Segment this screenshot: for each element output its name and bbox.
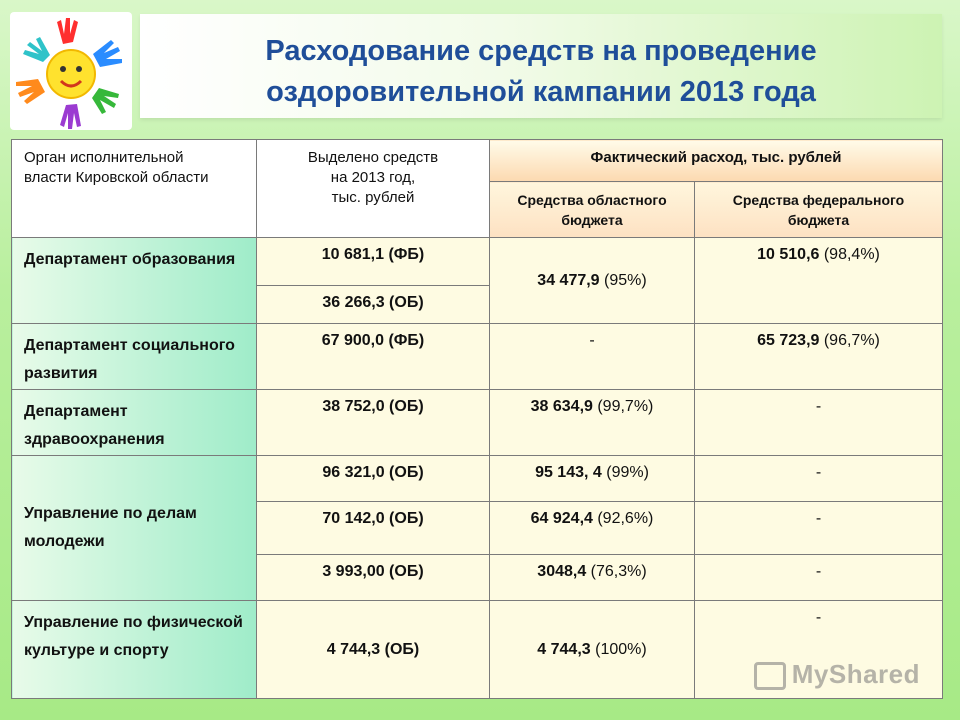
youth-regional-2-value: 64 924,4: [530, 510, 593, 527]
health-regional-pct: (99,7%): [592, 398, 654, 415]
watermark-icon: [753, 662, 786, 690]
edu-federal-pct: (98,4%): [819, 246, 880, 263]
edu-federal: 10 510,6 (98,4%): [694, 237, 943, 324]
sport-regional-value: 4 744,3: [537, 640, 591, 658]
page-title: Расходование средств на проведение оздор…: [140, 31, 942, 113]
edu-allocated-ob: 36 266,3 (ОБ): [256, 285, 490, 324]
edu-federal-value: 10 510,6: [757, 246, 820, 263]
youth-regional-1: 95 143, 4 (99%): [489, 455, 695, 502]
social-allocated: 67 900,0 (ФБ): [256, 323, 490, 390]
org-health: Департамент здравоохранения: [11, 389, 257, 456]
youth-regional-2-pct: (92,6%): [592, 510, 654, 527]
youth-regional-3-pct: (76,3%): [586, 563, 647, 580]
header-authority-label: Орган исполнительной власти Кировской об…: [24, 149, 209, 186]
title-banner: Расходование средств на проведение оздор…: [140, 14, 942, 118]
social-regional: -: [489, 323, 695, 390]
youth-regional-3-value: 3048,4: [537, 563, 587, 580]
header-federal-budget: Средства федерального бюджета: [694, 181, 943, 238]
health-allocated: 38 752,0 (ОБ): [256, 389, 490, 456]
org-youth: Управление по делам молодежи: [11, 455, 257, 601]
logo-image: [10, 12, 132, 130]
sport-federal: -: [694, 600, 943, 699]
youth-allocated-1: 96 321,0 (ОБ): [256, 455, 490, 502]
title-line-2: оздоровительной кампании 2013 года: [266, 76, 816, 108]
header-allocated-line1: Выделено средств: [307, 149, 439, 166]
expenses-table: Орган исполнительной власти Кировской об…: [11, 139, 943, 699]
header-allocated-line2: на 2013 год,: [330, 169, 416, 186]
youth-federal-3: -: [694, 554, 943, 601]
watermark-text: MyShared: [791, 658, 920, 689]
social-federal: 65 723,9 (96,7%): [694, 323, 943, 390]
youth-regional-1-pct: (99%): [601, 464, 649, 481]
health-regional-value: 38 634,9: [530, 398, 593, 415]
social-federal-pct: (96,7%): [819, 332, 880, 349]
sport-allocated: 4 744,3 (ОБ): [256, 600, 490, 699]
org-sport: Управление по физической культуре и спор…: [11, 600, 257, 699]
social-federal-value: 65 723,9: [757, 332, 820, 349]
header-allocated-line3: тыс. рублей: [331, 189, 415, 206]
sport-regional: 4 744,3 (100%): [489, 600, 695, 699]
header-authority: Орган исполнительной власти Кировской об…: [11, 139, 257, 238]
youth-federal-2: -: [694, 501, 943, 555]
org-social: Департамент социального развития: [11, 323, 257, 390]
header-regional-budget: Средства областного бюджета: [489, 181, 695, 238]
health-federal: -: [694, 389, 943, 456]
watermark: MyShared: [753, 658, 920, 690]
youth-regional-3: 3048,4 (76,3%): [489, 554, 695, 601]
health-regional: 38 634,9 (99,7%): [489, 389, 695, 456]
header-allocated: Выделено средств на 2013 год, тыс. рубле…: [256, 139, 490, 238]
youth-allocated-3: 3 993,00 (ОБ): [256, 554, 490, 601]
youth-federal-1: -: [694, 455, 943, 502]
edu-regional-pct: (95%): [599, 271, 647, 289]
org-education: Департамент образования: [11, 237, 257, 324]
sport-regional-pct: (100%): [590, 640, 647, 658]
title-line-1: Расходование средств на проведение: [265, 35, 817, 67]
edu-allocated-fb: 10 681,1 (ФБ): [256, 237, 490, 286]
youth-allocated-2: 70 142,0 (ОБ): [256, 501, 490, 555]
header-actual-spending: Фактический расход, тыс. рублей: [489, 139, 943, 182]
youth-regional-1-value: 95 143, 4: [535, 464, 602, 481]
youth-regional-2: 64 924,4 (92,6%): [489, 501, 695, 555]
edu-regional: 34 477,9 (95%): [489, 237, 695, 324]
edu-regional-value: 34 477,9: [537, 271, 600, 289]
